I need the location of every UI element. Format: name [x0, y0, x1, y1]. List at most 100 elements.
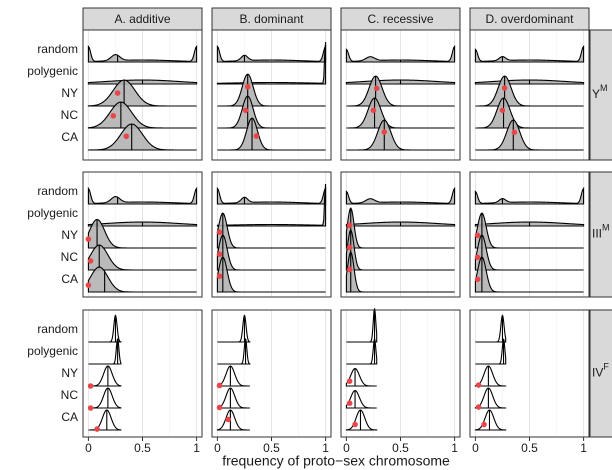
- x-tick-label: 0.5: [263, 441, 280, 455]
- observed-point: [225, 416, 232, 423]
- x-tick-label: 0.5: [392, 441, 409, 455]
- panel-border: [340, 29, 461, 161]
- observed-point: [216, 251, 223, 257]
- facet-strip: [589, 309, 612, 438]
- panel-border: [211, 29, 332, 161]
- row-strip-sup: M: [600, 83, 608, 93]
- ridge-label: NY: [61, 366, 78, 380]
- observed-point: [244, 84, 251, 90]
- row-strip-label: IVF: [592, 362, 609, 380]
- ridge-label: NY: [61, 228, 78, 242]
- observed-point: [352, 421, 358, 428]
- facet-title: B. dominant: [239, 12, 304, 26]
- observed-point: [475, 404, 482, 410]
- observed-point: [346, 266, 353, 273]
- density-ridge: [474, 365, 507, 387]
- observed-point: [87, 258, 94, 264]
- density-ridge: [474, 234, 584, 271]
- density-ridge: [87, 266, 197, 293]
- row-strip-sup: M: [602, 223, 610, 233]
- density-ridge: [87, 123, 197, 151]
- density-ridge: [475, 338, 507, 365]
- density-ridge: [345, 207, 455, 249]
- density-ridge: [346, 308, 378, 343]
- facet-strip: [589, 171, 612, 298]
- observed-point: [216, 404, 223, 411]
- density-ridge: [345, 389, 377, 409]
- ridge-label: NC: [61, 250, 79, 264]
- observed-point: [253, 133, 260, 139]
- density-ridge: [87, 79, 197, 107]
- observed-point: [87, 383, 94, 389]
- facet-title: D. overdominant: [485, 12, 574, 26]
- density-ridge: [345, 229, 455, 271]
- density-ridge: [474, 212, 584, 249]
- observed-point: [87, 405, 94, 411]
- density-ridge: [346, 338, 378, 365]
- ridge-label: CA: [61, 272, 78, 286]
- ridge-label: CA: [61, 410, 78, 424]
- x-tick-label: 1: [451, 441, 458, 455]
- row-strip-sup: F: [603, 362, 609, 372]
- panel-border: [469, 29, 590, 161]
- density-ridge: [346, 97, 455, 129]
- density-ridge: [87, 186, 198, 205]
- ridge-label: NC: [61, 108, 79, 122]
- density-ridge: [216, 234, 326, 271]
- panel-border: [82, 29, 203, 161]
- panel-border: [82, 171, 203, 298]
- panel-border: [82, 309, 203, 438]
- ridge-label: random: [37, 322, 78, 336]
- observed-point: [346, 222, 353, 229]
- x-tick-label: 0: [214, 441, 221, 455]
- observed-point: [481, 421, 487, 428]
- row-strip-base: III: [592, 227, 602, 241]
- facet-title: C. recessive: [367, 12, 433, 26]
- density-ridge: [217, 337, 251, 365]
- observed-point: [474, 232, 481, 239]
- density-ridge: [217, 117, 326, 151]
- density-ridge: [345, 367, 377, 387]
- ridge-label: NY: [61, 86, 78, 100]
- observed-point: [370, 107, 377, 114]
- observed-point: [474, 254, 481, 261]
- facet-title: A. additive: [114, 12, 170, 26]
- observed-point: [499, 107, 506, 114]
- ridge-label: polygenic: [27, 344, 78, 358]
- x-tick-label: 1: [193, 441, 200, 455]
- observed-point: [346, 378, 353, 385]
- x-axis-label: frequency of proto−sex chromosome: [222, 453, 450, 469]
- density-ridge: [216, 409, 250, 431]
- ridge-label: random: [37, 184, 78, 198]
- x-tick-label: 1: [580, 441, 587, 455]
- observed-point: [123, 133, 130, 140]
- density-ridge: [346, 119, 455, 151]
- x-tick-label: 0: [472, 441, 479, 455]
- density-ridge: [474, 256, 584, 293]
- ridge-label: polygenic: [27, 64, 78, 78]
- density-ridge: [216, 183, 327, 227]
- ridge-label: CA: [61, 130, 78, 144]
- observed-point: [346, 400, 353, 407]
- row-strip-label: YM: [592, 83, 608, 101]
- x-tick-label: 0.5: [521, 441, 538, 455]
- density-ridge: [88, 387, 122, 409]
- observed-point: [474, 276, 481, 283]
- density-ridge: [345, 251, 455, 293]
- ridge-label: polygenic: [27, 206, 78, 220]
- panel-border: [340, 171, 461, 298]
- density-ridge: [217, 73, 326, 107]
- observed-point: [511, 129, 518, 136]
- panel-border: [469, 309, 590, 438]
- density-ridge: [217, 95, 326, 129]
- row-strip-label: IIIM: [592, 223, 610, 241]
- observed-point: [373, 85, 380, 92]
- x-tick-label: 1: [322, 441, 329, 455]
- density-ridge: [88, 409, 122, 431]
- panel-border: [469, 171, 590, 298]
- observed-point: [501, 85, 508, 91]
- x-tick-label: 0: [85, 441, 92, 455]
- panel-border: [211, 171, 332, 298]
- observed-point: [85, 236, 92, 242]
